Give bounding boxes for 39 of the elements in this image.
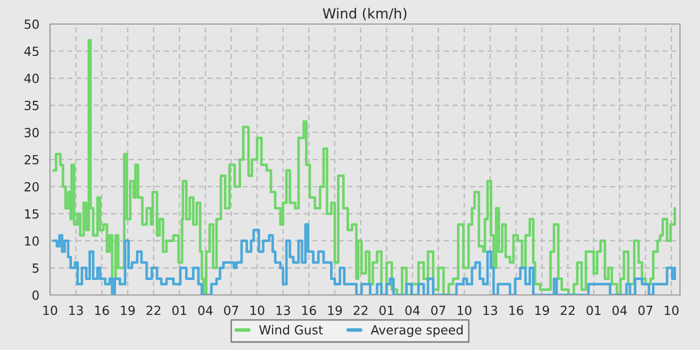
x-tick-label: 19	[535, 306, 549, 316]
x-tick-label: 10	[458, 306, 472, 316]
x-tick-label: 10	[664, 306, 678, 316]
x-tick-label: 16	[95, 306, 109, 316]
x-tick-label: 22	[146, 306, 160, 315]
legend-label: Average speed	[370, 324, 463, 337]
x-tick-label: 04	[198, 306, 213, 316]
chart-title: Wind (km/h)	[322, 8, 406, 20]
x-tick-label: 07	[224, 306, 238, 316]
x-tick-label: 22	[354, 306, 368, 315]
x-tick-label: 01	[586, 306, 600, 316]
x-tick-label: 04	[612, 306, 627, 316]
y-tick-label: 5	[32, 264, 38, 273]
y-tick-label: 20	[24, 182, 39, 192]
y-tick-label: 0	[32, 290, 39, 300]
y-tick-label: 45	[24, 46, 38, 56]
x-tick-label: 07	[638, 306, 652, 316]
x-tick-label: 16	[509, 306, 524, 316]
x-tick-label: 13	[276, 306, 290, 316]
x-tick-label: 16	[302, 306, 316, 316]
x-tick-label: 13	[69, 306, 83, 316]
y-tick-label: 40	[24, 74, 39, 84]
x-tick-label: 04	[405, 306, 420, 316]
x-tick-label: 13	[484, 306, 498, 316]
x-tick-label: 10	[43, 306, 58, 316]
y-tick-label: 15	[25, 209, 38, 219]
y-tick-label: 35	[24, 100, 38, 110]
x-tick-label: 01	[379, 306, 394, 316]
x-tick-label: 01	[172, 306, 186, 316]
x-tick-label: 22	[560, 306, 575, 315]
x-tick-label: 07	[431, 306, 446, 316]
x-tick-label: 19	[121, 306, 135, 316]
x-tick-label: 19	[328, 306, 342, 316]
y-tick-label: 10	[25, 236, 39, 246]
y-tick-label: 30	[24, 128, 39, 138]
x-tick-label: 10	[250, 306, 264, 316]
y-tick-label: 50	[24, 19, 39, 29]
y-tick-label: 25	[24, 154, 38, 164]
legend-label: Wind Gust	[259, 324, 323, 335]
